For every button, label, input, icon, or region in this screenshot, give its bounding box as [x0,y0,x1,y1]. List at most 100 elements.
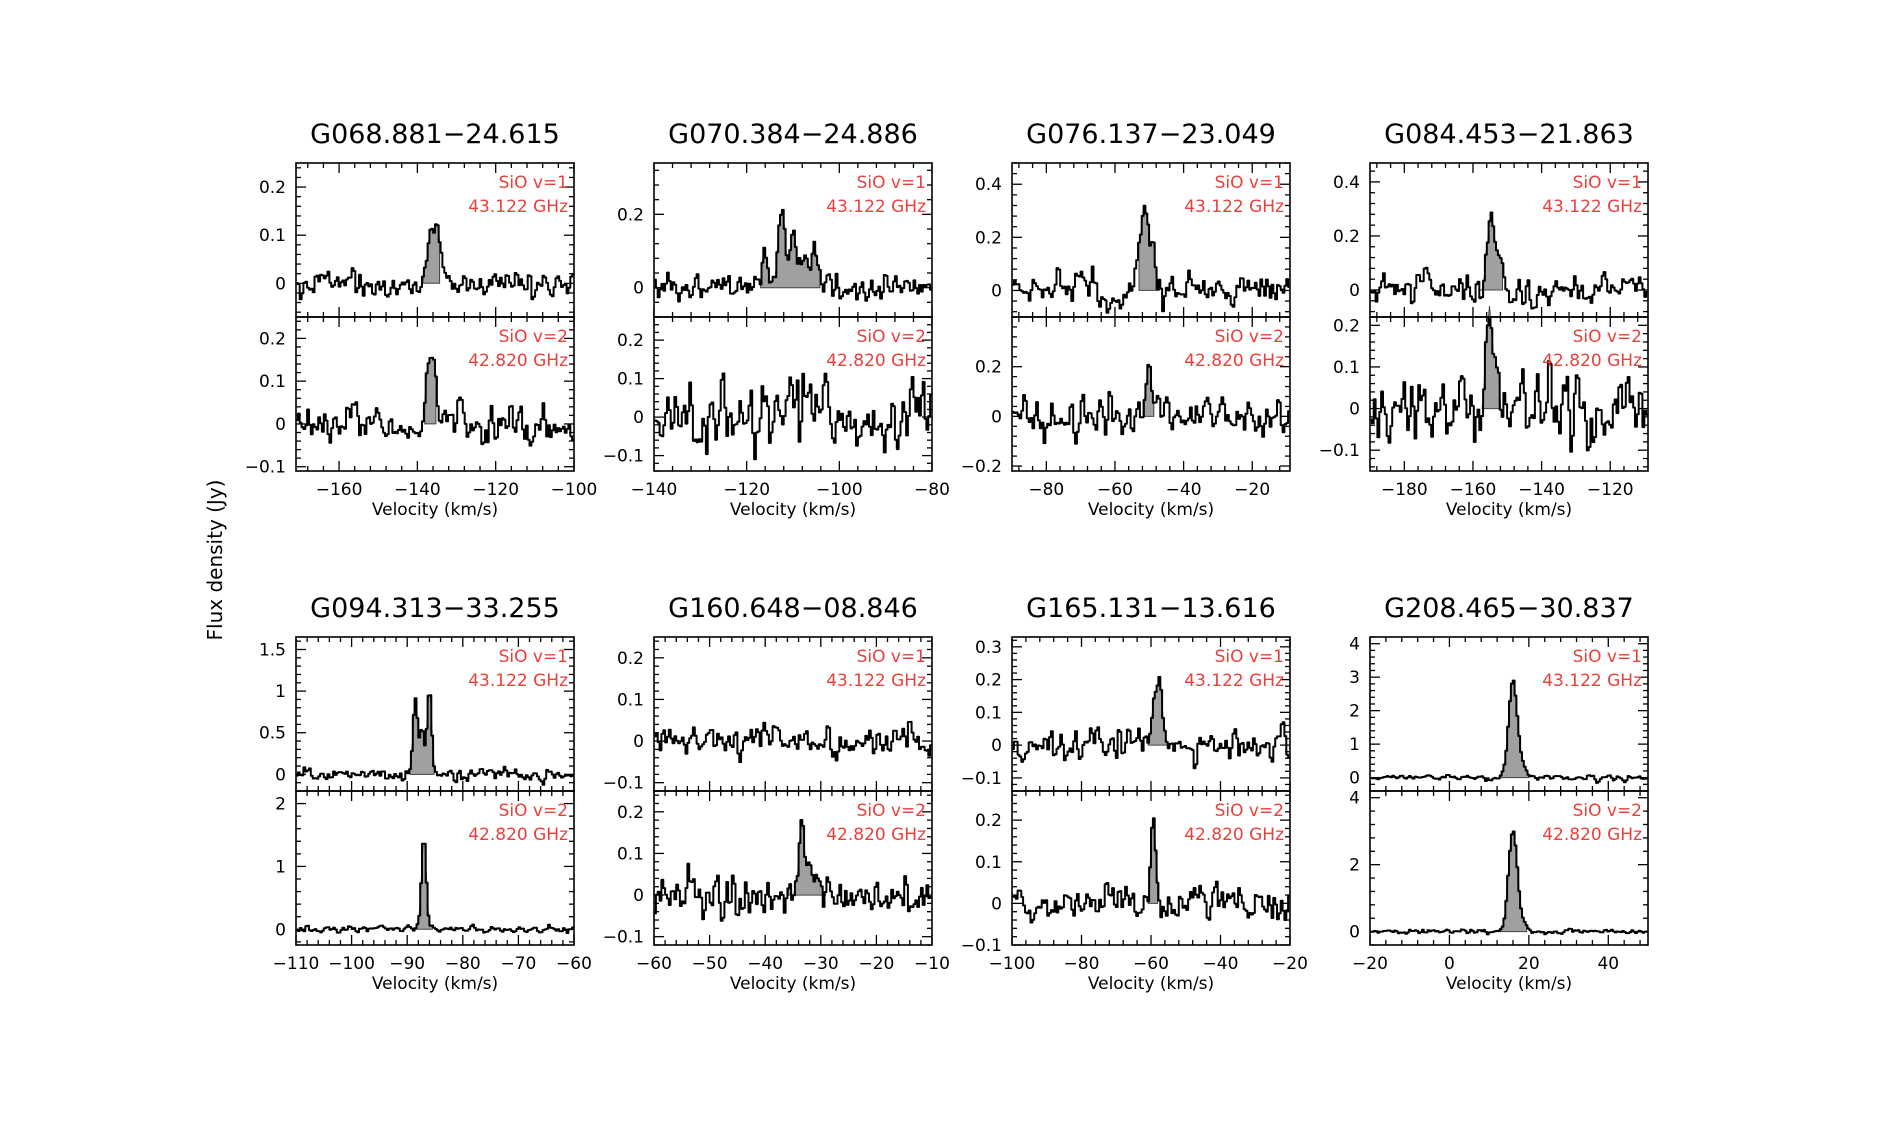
x-axis-label: Velocity (km/s) [1088,500,1214,520]
panel-frame [295,790,575,946]
x-tick-label: −100 [551,480,598,500]
x-axis-label: Velocity (km/s) [1088,974,1214,994]
y-tick-label: 0 [633,732,644,752]
y-tick-label: 0 [991,407,1002,427]
chart-6: G160.648−08.846 −0.1 0 0.1 0.2 SiO v=1 43.122 … [603,593,950,994]
panel-frame [1011,316,1291,472]
x-tick-label: 40 [1597,954,1619,974]
y-tick-label: 0.1 [259,226,286,246]
y-tick-label: 0 [633,408,644,428]
frequency-label: 42.820 GHz [826,825,926,845]
x-tick-label: −20 [1352,954,1388,974]
spectrum-line [1012,204,1290,314]
chart-3: G076.137−23.049 0 0.2 0.4 SiO v=1 43.122 GHz −… [961,119,1291,520]
frequency-label: 43.122 GHz [468,197,568,217]
spectrum-panel: 0 2 4 SiO v=2 42.820 GHz [1349,789,1649,946]
spectrum-panel: −0.1 0 0.1 0.2 SiO v=2 42.820 GHz [603,316,933,472]
x-tick-label: −100 [816,480,863,500]
y-tick-label: 0 [633,886,644,906]
transition-label: SiO v=2 [1215,327,1284,347]
y-tick-label: 0.4 [975,175,1002,195]
y-tick-label: 0.2 [1333,316,1360,336]
chart-2: G070.384−24.886 0 0.2 SiO v=1 43.122 GHz −0.1… [603,119,950,520]
y-tick-label: 0 [1349,400,1360,420]
y-tick-label: 4 [1349,789,1360,809]
y-tick-label: 1.5 [259,640,286,660]
y-tick-label: 1 [1349,735,1360,755]
y-tick-label: 0 [991,894,1002,914]
y-axis-label: Flux density (Jy) [203,480,227,641]
x-tick-label: −120 [1587,480,1634,500]
x-tick-label: −40 [1166,480,1202,500]
frequency-label: 42.820 GHz [1542,825,1642,845]
chart-1: G068.881−24.615 0 0.1 0.2 SiO v=1 43.122 GHz −… [245,119,598,520]
spectrum-panel: 0 0.5 1 1.5 SiO v=1 43.122 GHz [259,636,575,792]
x-tick-label: −80 [1028,480,1064,500]
x-tick-label: −160 [316,480,363,500]
x-tick-label: −70 [500,954,536,974]
y-tick-label: 2 [1349,856,1360,876]
y-tick-label: 0.1 [617,844,644,864]
y-tick-label: −0.1 [961,769,1002,789]
frequency-label: 43.122 GHz [1542,197,1642,217]
chart-title: G160.648−08.846 [668,593,918,624]
y-tick-label: 0 [275,415,286,435]
spectrum-line [654,372,932,461]
x-tick-label: −80 [445,954,481,974]
y-tick-label: 0.2 [975,811,1002,831]
transition-label: SiO v=1 [1215,647,1284,667]
x-tick-label: −100 [989,954,1036,974]
spectrum-line [296,694,574,786]
spectrum-line [1370,211,1648,310]
transition-label: SiO v=1 [1573,647,1642,667]
chart-title: G084.453−21.863 [1384,119,1634,150]
x-tick-label: −40 [1203,954,1239,974]
x-tick-label: −80 [1064,954,1100,974]
x-tick-label: −60 [636,954,672,974]
spectrum-panel: −0.1 0 0.1 0.2 SiO v=2 42.820 GHz [961,790,1291,956]
y-tick-label: 0 [275,920,286,940]
x-tick-label: −110 [273,954,320,974]
y-tick-label: 0 [1349,281,1360,301]
y-tick-label: 0.1 [975,703,1002,723]
x-tick-label: −140 [394,480,441,500]
x-tick-label: −140 [631,480,678,500]
transition-label: SiO v=2 [499,327,568,347]
transition-label: SiO v=1 [499,173,568,193]
y-tick-label: 0 [991,736,1002,756]
y-tick-label: 0 [275,274,286,294]
x-tick-label: −120 [723,480,770,500]
y-tick-label: 0 [1349,769,1360,789]
spectrum-line [296,842,574,934]
y-tick-label: 0.2 [617,649,644,669]
y-tick-label: 0.1 [617,690,644,710]
emission-fill [422,223,441,284]
x-tick-label: 0 [1444,954,1455,974]
x-axis-label: Velocity (km/s) [1446,974,1572,994]
x-tick-label: −50 [692,954,728,974]
x-tick-label: −140 [1518,480,1565,500]
frequency-label: 42.820 GHz [1184,825,1284,845]
x-tick-label: −10 [914,954,950,974]
y-tick-label: 0.5 [259,724,286,744]
frequency-label: 42.820 GHz [468,825,568,845]
x-tick-label: 20 [1518,954,1540,974]
y-tick-label: 0.2 [617,205,644,225]
x-tick-label: −20 [1234,480,1270,500]
y-tick-label: −0.1 [603,774,644,794]
y-tick-label: 0.2 [617,331,644,351]
transition-label: SiO v=2 [857,801,926,821]
spectrum-panel: −0.1 0 0.1 0.2 SiO v=2 42.820 GHz [603,790,933,948]
x-tick-label: −20 [858,954,894,974]
panel-frame [1369,790,1649,946]
chart-title: G068.881−24.615 [310,119,560,150]
x-axis-label: Velocity (km/s) [372,974,498,994]
spectrum-panel: −0.1 0 0.1 0.2 0.3 SiO v=1 43.122 GHz [961,636,1291,792]
chart-7: G165.131−13.616 −0.1 0 0.1 0.2 0.3 SiO v=1 43.1… [961,593,1308,994]
spectrum-panel: −0.2 0 0.2 SiO v=2 42.820 GHz [961,316,1291,477]
frequency-label: 43.122 GHz [1184,671,1284,691]
spectrum-line [1012,363,1290,445]
y-tick-label: −0.1 [603,928,644,948]
panel-frame [653,790,933,946]
chart-5: G094.313−33.255 0 0.5 1 1.5 SiO v=1 43.122 GHz… [259,593,592,994]
